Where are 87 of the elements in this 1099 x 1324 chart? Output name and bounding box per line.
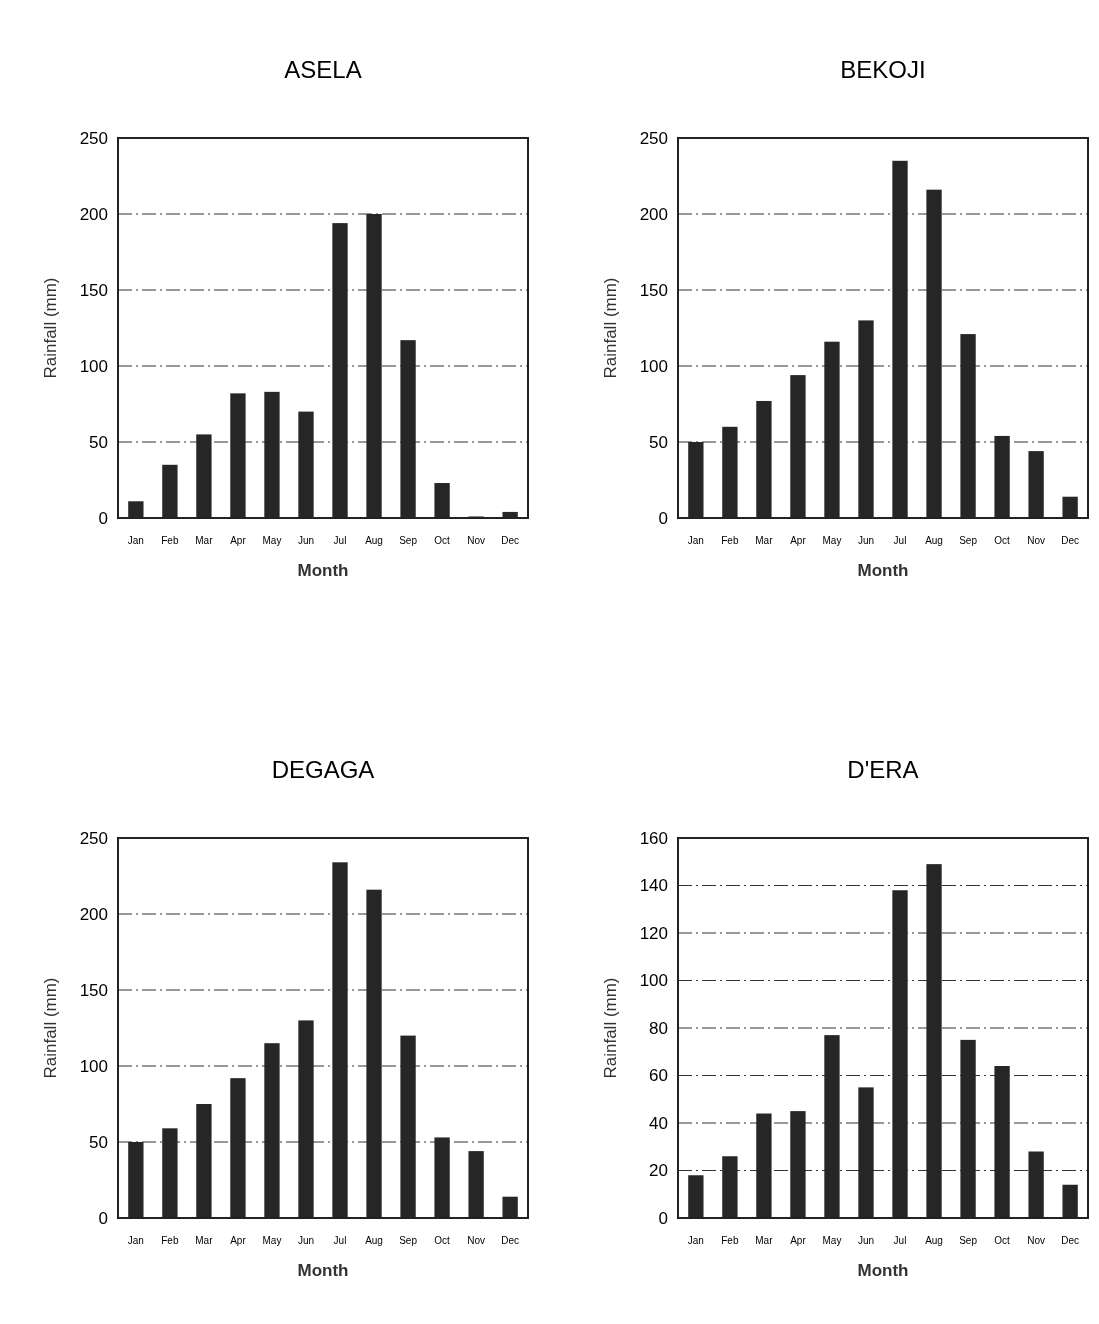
y-tick-label: 160 (639, 828, 668, 848)
x-axis-title: Month (297, 1261, 349, 1280)
y-tick-label: 0 (658, 508, 668, 528)
x-tick-label: Feb (161, 1235, 179, 1246)
x-tick-label: Feb (721, 1235, 739, 1246)
x-tick-label: Mar (755, 535, 774, 546)
x-tick-label: Nov (1027, 535, 1046, 546)
x-tick-label: Aug (365, 535, 383, 546)
y-tick-label: 200 (79, 904, 108, 924)
x-tick-label: Apr (790, 535, 807, 546)
x-tick-label: Jun (297, 535, 315, 546)
x-tick-label: Dec (1061, 1235, 1080, 1246)
x-tick-label: Aug (925, 535, 943, 546)
x-axis-title: Month (857, 1261, 909, 1280)
y-tick-label: 80 (649, 1018, 668, 1038)
chart-title: BEKOJI (840, 56, 926, 83)
x-tick-label: Apr (230, 535, 247, 546)
x-tick-label: Jul (893, 535, 907, 546)
x-tick-label: May (822, 1235, 842, 1246)
y-tick-label: 100 (639, 971, 668, 991)
x-tick-label: Jan (687, 535, 704, 546)
x-tick-label: Mar (195, 1235, 214, 1246)
x-tick-label: Oct (994, 1235, 1011, 1246)
y-axis-title: Rainfall (mm) (41, 277, 60, 379)
y-tick-label: 200 (79, 204, 108, 224)
y-tick-label: 0 (98, 1208, 108, 1228)
chart-title: ASELA (284, 56, 362, 83)
y-tick-label: 100 (79, 356, 108, 376)
x-tick-label: Mar (755, 1235, 774, 1246)
x-tick-label: Sep (399, 535, 418, 546)
x-tick-label: Feb (161, 535, 179, 546)
x-tick-label: Sep (959, 1235, 978, 1246)
x-tick-label: Jun (857, 535, 875, 546)
x-tick-label: Oct (994, 535, 1011, 546)
y-axis-title: Rainfall (mm) (601, 977, 620, 1079)
x-tick-label: Dec (501, 535, 520, 546)
x-tick-label: Dec (501, 1235, 520, 1246)
y-tick-label: 150 (79, 280, 108, 300)
y-tick-label: 150 (639, 280, 668, 300)
x-tick-label: Apr (790, 1235, 807, 1246)
y-tick-label: 50 (89, 1132, 108, 1152)
y-tick-label: 140 (639, 876, 668, 896)
x-tick-label: Dec (1061, 535, 1080, 546)
y-axis-title: Rainfall (mm) (41, 977, 60, 1079)
x-tick-label: Jan (127, 1235, 144, 1246)
x-tick-label: Mar (195, 535, 214, 546)
y-tick-label: 50 (89, 432, 108, 452)
y-tick-label: 200 (639, 204, 668, 224)
y-tick-label: 250 (79, 128, 108, 148)
x-axis-title: Month (297, 561, 349, 580)
x-tick-label: Aug (925, 1235, 943, 1246)
x-tick-label: Apr (230, 1235, 247, 1246)
x-tick-label: May (262, 535, 282, 546)
x-tick-label: Jul (333, 535, 347, 546)
x-tick-label: Nov (467, 1235, 486, 1246)
y-tick-label: 100 (79, 1056, 108, 1076)
y-tick-label: 0 (658, 1208, 668, 1228)
x-tick-label: Sep (399, 1235, 418, 1246)
y-tick-label: 250 (639, 128, 668, 148)
y-axis-title: Rainfall (mm) (601, 277, 620, 379)
x-tick-label: May (262, 1235, 282, 1246)
x-tick-label: Nov (1027, 1235, 1046, 1246)
x-tick-label: Nov (467, 535, 486, 546)
x-tick-label: May (822, 535, 842, 546)
y-tick-label: 120 (639, 923, 668, 943)
x-tick-label: Jan (687, 1235, 704, 1246)
chart-title: DEGAGA (271, 756, 375, 783)
y-tick-label: 100 (639, 356, 668, 376)
y-tick-label: 50 (649, 432, 668, 452)
x-tick-label: Feb (721, 535, 739, 546)
x-tick-label: Oct (434, 1235, 451, 1246)
x-tick-label: Sep (959, 535, 978, 546)
y-tick-label: 150 (79, 980, 108, 1000)
x-tick-label: Jul (893, 1235, 907, 1246)
x-tick-label: Jul (333, 1235, 347, 1246)
x-tick-label: Jun (857, 1235, 875, 1246)
x-tick-label: Oct (434, 535, 451, 546)
y-tick-label: 40 (649, 1113, 668, 1133)
y-tick-label: 0 (98, 508, 108, 528)
y-tick-label: 20 (649, 1161, 668, 1181)
chart-title: D'ERA (847, 756, 919, 783)
y-tick-label: 250 (79, 828, 108, 848)
x-axis-title: Month (857, 561, 909, 580)
y-tick-label: 60 (649, 1066, 668, 1086)
x-tick-label: Aug (365, 1235, 383, 1246)
x-tick-label: Jun (297, 1235, 315, 1246)
x-tick-label: Jan (127, 535, 144, 546)
